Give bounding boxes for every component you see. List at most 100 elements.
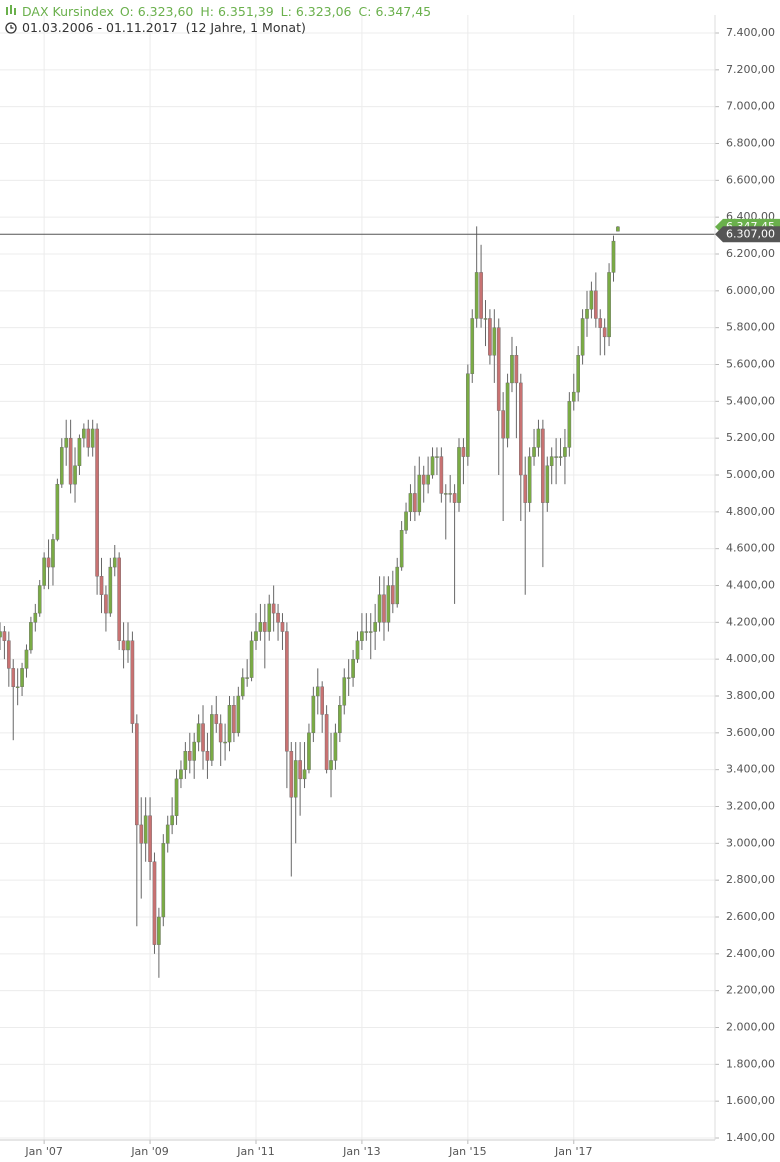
candle-body [439, 456, 444, 494]
x-tick-label: Jan '15 [448, 1145, 486, 1158]
candle-body [258, 622, 263, 632]
candle-body [64, 437, 69, 448]
y-tick-label: 2.400,00 [726, 947, 775, 960]
candle-body [501, 410, 505, 439]
candle-body [532, 447, 536, 457]
y-tick-label: 4.600,00 [726, 542, 775, 555]
candle-body [254, 631, 258, 641]
candles [0, 226, 715, 978]
y-tick-label: 6.200,00 [726, 247, 775, 260]
candle-body [7, 640, 11, 669]
candle-body [95, 428, 99, 577]
candle-body [187, 751, 192, 761]
candle-body [196, 723, 201, 743]
candle-body [11, 668, 16, 687]
candle-body [360, 631, 364, 641]
x-tick-label: Jan '07 [24, 1145, 62, 1158]
candle-body [346, 677, 351, 679]
quote-label: L: [281, 4, 292, 19]
candle-body [545, 465, 550, 503]
candle-body [236, 695, 241, 734]
candle-body [179, 769, 183, 780]
candle-body [585, 309, 589, 319]
candle-body [426, 474, 430, 485]
candle-body [280, 622, 285, 632]
candle-body [355, 640, 360, 660]
candle-body [201, 723, 205, 752]
candle-body [435, 456, 439, 458]
candle-body [558, 456, 563, 458]
header-icon [5, 5, 17, 34]
candle-body [51, 539, 55, 568]
candle-body [29, 622, 33, 651]
candle-body [457, 447, 461, 503]
candle-body [364, 631, 369, 633]
candle-body [307, 732, 311, 770]
candle-body [342, 677, 347, 706]
x-tick-label: Jan '13 [342, 1145, 380, 1158]
candle-body [320, 686, 324, 715]
candle-body [82, 428, 86, 439]
candle-body [598, 318, 603, 328]
candle-body [333, 732, 338, 761]
candle-body [139, 824, 144, 844]
candle-body [55, 484, 60, 540]
candle-body [417, 474, 422, 513]
candle-body [37, 585, 42, 614]
y-tick-label: 1.600,00 [726, 1094, 775, 1107]
candle-body [170, 815, 174, 826]
candle-body [68, 437, 73, 485]
candle-body [42, 557, 46, 586]
y-tick-label: 4.000,00 [726, 652, 775, 665]
candle-body [289, 751, 294, 798]
candle-body [117, 557, 121, 641]
candle-body [549, 456, 554, 466]
price-line-label: 6.307,00 [726, 227, 775, 240]
y-tick-label: 3.000,00 [726, 836, 775, 849]
candle-body [338, 705, 342, 734]
candle-body [541, 428, 545, 503]
candle-body [377, 594, 382, 623]
candle-body [293, 760, 298, 798]
candle-body [611, 240, 616, 273]
candle-body [443, 493, 448, 495]
candle-body [0, 631, 2, 638]
candle-body [421, 474, 426, 485]
x-tick-label: Jan '09 [130, 1145, 168, 1158]
candle-body [408, 493, 413, 513]
y-tick-label: 3.200,00 [726, 800, 775, 813]
candle-body [46, 557, 51, 568]
candle-body [527, 456, 532, 503]
candle-body [174, 778, 179, 816]
y-tick-label: 7.200,00 [726, 63, 775, 76]
candle-body [448, 493, 452, 495]
candle-body [108, 566, 113, 614]
y-tick-label: 4.400,00 [726, 579, 775, 592]
candle-body [430, 456, 435, 476]
candle-body [452, 493, 457, 503]
grid [0, 15, 715, 1140]
y-tick-label: 3.400,00 [726, 763, 775, 776]
candle-body [351, 658, 355, 678]
candle-body [90, 428, 95, 448]
candle-body [218, 723, 223, 743]
candle-body [267, 603, 272, 632]
candle-body [135, 723, 139, 826]
axis: 1.400,00 1.600,00 1.800,00 2.000,00 2.200,00… [0, 15, 780, 1158]
y-tick-label: 6.800,00 [726, 137, 775, 150]
quote-value: 6.351,39 [218, 4, 274, 19]
y-tick-label: 1.400,00 [726, 1131, 775, 1144]
candle-body [210, 714, 214, 761]
candle-body [368, 631, 373, 633]
candle-body [483, 318, 488, 320]
candle-body [240, 677, 245, 697]
candle-body [183, 751, 188, 770]
date-range: 01.03.2006 - 01.11.2017 [22, 20, 178, 35]
candle-body [554, 456, 558, 458]
candle-body [205, 751, 210, 761]
y-tick-label: 7.400,00 [726, 26, 775, 39]
candle-body [329, 760, 333, 770]
quote-label: O: [120, 4, 134, 19]
candle-body [302, 769, 307, 780]
x-tick-label: Jan '17 [554, 1145, 592, 1158]
